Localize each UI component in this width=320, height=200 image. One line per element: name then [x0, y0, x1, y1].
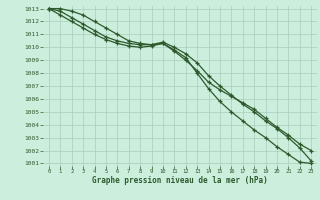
X-axis label: Graphe pression niveau de la mer (hPa): Graphe pression niveau de la mer (hPa) [92, 176, 268, 185]
